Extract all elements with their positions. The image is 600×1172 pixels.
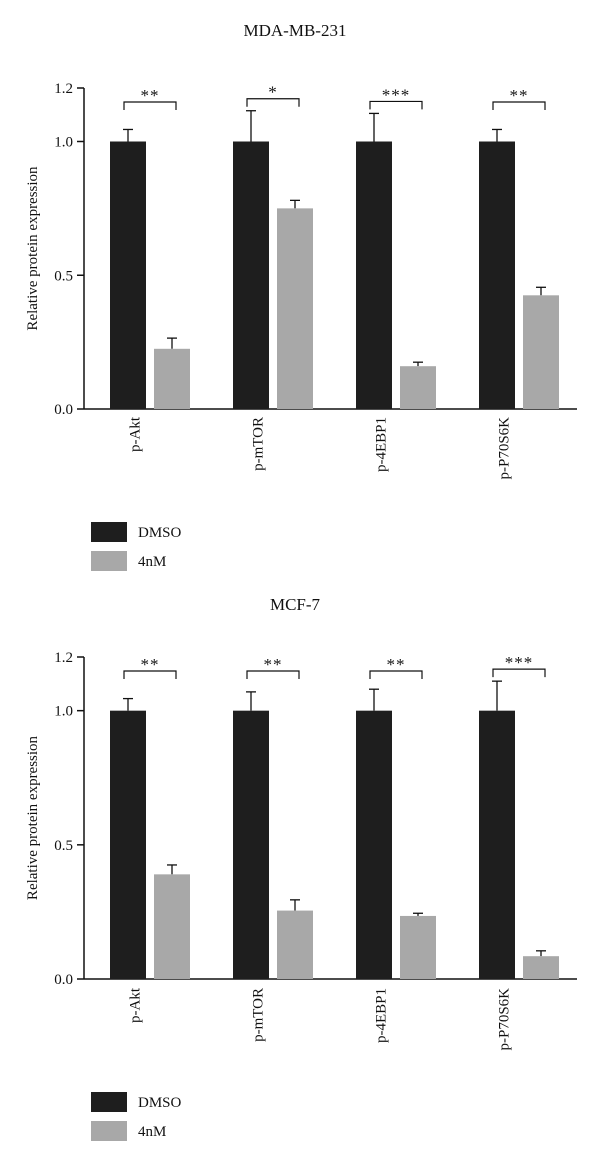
significance-marker: ** bbox=[510, 86, 529, 105]
y-axis-label: Relative protein expression bbox=[25, 166, 41, 331]
category-label: p-P70S6K bbox=[496, 988, 512, 1051]
bar-dmso-p-akt bbox=[110, 141, 146, 409]
legend-swatch-4nm bbox=[91, 1121, 127, 1141]
category-label: p-mTOR bbox=[250, 988, 266, 1042]
y-tick-label: 0.0 bbox=[54, 402, 73, 418]
category-label: p-4EBP1 bbox=[373, 417, 389, 472]
significance-bracket bbox=[123, 670, 177, 679]
legend: DMSO 4nM bbox=[91, 1092, 182, 1141]
significance-bracket bbox=[123, 101, 177, 110]
legend-label: 4nM bbox=[138, 1124, 166, 1140]
chart-title: MDA-MB-231 bbox=[244, 21, 347, 40]
y-tick-label: 1.0 bbox=[54, 135, 73, 151]
bar-dmso-p-p70s6k bbox=[479, 710, 515, 979]
category-label: p-4EBP1 bbox=[373, 988, 389, 1043]
bar-4nm-p-akt bbox=[154, 874, 190, 979]
bar-dmso-p-4ebp1 bbox=[356, 141, 392, 409]
significance-marker: ** bbox=[264, 655, 283, 674]
significance-marker: ** bbox=[387, 655, 406, 674]
y-tick-label: 0.5 bbox=[54, 268, 73, 284]
legend-label: DMSO bbox=[138, 525, 182, 541]
bar-4nm-p-p70s6k bbox=[523, 295, 559, 409]
bar-dmso-p-4ebp1 bbox=[356, 710, 392, 979]
category-label: p-P70S6K bbox=[496, 417, 512, 480]
y-tick-label: 1.0 bbox=[54, 704, 73, 720]
legend-label: DMSO bbox=[138, 1095, 182, 1111]
significance-bracket bbox=[246, 670, 300, 679]
y-axis-label: Relative protein expression bbox=[25, 735, 41, 900]
y-tick-label: 1.2 bbox=[54, 650, 73, 666]
bar-4nm-p-akt bbox=[154, 348, 190, 409]
significance-marker: * bbox=[268, 83, 278, 102]
bar-4nm-p-4ebp1 bbox=[400, 915, 436, 979]
chart-title: MCF-7 bbox=[270, 595, 321, 614]
y-tick-label: 1.2 bbox=[54, 81, 73, 97]
y-tick-label: 0.0 bbox=[54, 972, 73, 988]
bar-dmso-p-akt bbox=[110, 710, 146, 979]
bar-4nm-p-mtor bbox=[277, 910, 313, 979]
significance-marker: ** bbox=[141, 86, 160, 105]
significance-bracket bbox=[369, 100, 423, 110]
significance-marker: *** bbox=[382, 85, 411, 104]
significance-bracket bbox=[246, 98, 300, 107]
bar-dmso-p-mtor bbox=[233, 141, 269, 409]
category-label: p-Akt bbox=[127, 416, 143, 452]
legend-swatch-4nm bbox=[91, 551, 127, 571]
significance-bracket bbox=[492, 101, 546, 110]
bar-4nm-p-mtor bbox=[277, 208, 313, 409]
chart-panel-1: MDA-MB-231 0.0 0.5 1.0 1.2 Relative protein e… bbox=[25, 21, 577, 571]
category-label: p-Akt bbox=[127, 987, 143, 1023]
legend: DMSO 4nM bbox=[91, 522, 182, 571]
legend-swatch-dmso bbox=[91, 522, 127, 542]
bar-4nm-p-4ebp1 bbox=[400, 366, 436, 409]
bar-dmso-p-mtor bbox=[233, 710, 269, 979]
legend-swatch-dmso bbox=[91, 1092, 127, 1112]
bar-dmso-p-p70s6k bbox=[479, 141, 515, 409]
significance-marker: ** bbox=[141, 655, 160, 674]
significance-marker: *** bbox=[505, 653, 534, 672]
legend-label: 4nM bbox=[138, 554, 166, 570]
chart-panel-2: MCF-7 0.0 0.5 1.0 1.2 Relative protein expres… bbox=[25, 595, 577, 1141]
category-label: p-mTOR bbox=[250, 417, 266, 471]
bar-4nm-p-p70s6k bbox=[523, 956, 559, 979]
significance-bracket bbox=[492, 668, 546, 678]
significance-bracket bbox=[369, 670, 423, 679]
y-tick-label: 0.5 bbox=[54, 838, 73, 854]
